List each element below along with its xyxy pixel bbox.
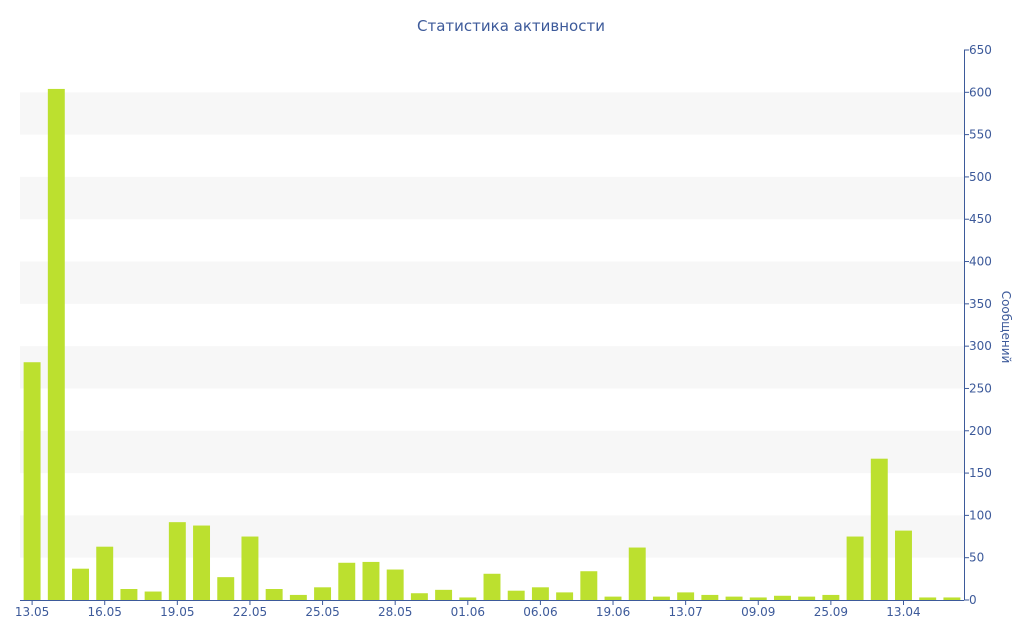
bar[interactable]: [749, 597, 767, 600]
bar[interactable]: [72, 568, 89, 600]
bar[interactable]: [483, 573, 501, 600]
y-tick-label: 150: [969, 466, 992, 480]
bar[interactable]: [773, 595, 791, 600]
grid-band: [20, 92, 964, 135]
x-tick-label: 25.09: [814, 605, 848, 619]
y-tick-label: 300: [969, 339, 992, 353]
y-tick-label: 100: [969, 508, 992, 522]
y-tick-label: 0: [969, 593, 977, 607]
bar[interactable]: [47, 88, 65, 600]
x-tick-label: 22.05: [233, 605, 267, 619]
bar[interactable]: [870, 458, 888, 600]
grid-band: [20, 515, 964, 558]
bar[interactable]: [168, 522, 186, 600]
x-tick-label: 25.05: [305, 605, 339, 619]
y-tick-label: 450: [969, 212, 992, 226]
x-tick-label: 19.05: [160, 605, 194, 619]
bar[interactable]: [23, 362, 41, 600]
x-axis-ticks: 13.05 16.05 19.05 22.05 25.05 28.05 01.06 06.06…: [15, 600, 921, 619]
x-tick-label: 01.06: [451, 605, 485, 619]
bar[interactable]: [362, 561, 380, 600]
bar[interactable]: [265, 589, 283, 600]
y-tick-label: 350: [969, 297, 992, 311]
x-tick-label: 28.05: [378, 605, 412, 619]
x-tick-label: 13.07: [668, 605, 702, 619]
bar[interactable]: [725, 596, 743, 600]
bar[interactable]: [459, 597, 477, 600]
x-tick-label: 13.04: [886, 605, 920, 619]
bar[interactable]: [677, 592, 695, 600]
bar[interactable]: [507, 590, 525, 600]
x-tick-label: 16.05: [88, 605, 122, 619]
bar[interactable]: [338, 562, 356, 600]
grid-band: [20, 261, 964, 304]
y-tick-label: 600: [969, 85, 992, 99]
bar[interactable]: [580, 571, 598, 600]
y-tick-label: 200: [969, 424, 992, 438]
y-tick-label: 50: [969, 551, 984, 565]
bar[interactable]: [314, 587, 332, 600]
bar[interactable]: [556, 592, 574, 600]
bar[interactable]: [217, 577, 235, 600]
bar[interactable]: [193, 525, 211, 600]
x-tick-label: 13.05: [15, 605, 49, 619]
y-tick-label: 550: [969, 128, 992, 142]
y-tick-label: 500: [969, 170, 992, 184]
bars: [23, 88, 961, 600]
grid-band: [20, 176, 964, 220]
bar[interactable]: [846, 536, 864, 600]
bar[interactable]: [701, 594, 719, 600]
bar[interactable]: [628, 547, 646, 600]
bar[interactable]: [289, 594, 307, 600]
y-axis-ticks: 0 50 100 150 200 250 300 350 400 450 500 550 600 650: [964, 43, 992, 607]
y-axis-label: Сообщений: [999, 291, 1013, 364]
bar[interactable]: [798, 596, 816, 600]
grid-band: [20, 430, 964, 474]
y-tick-label: 400: [969, 255, 992, 269]
bar[interactable]: [895, 530, 912, 600]
chart-title: Статистика активности: [417, 17, 605, 35]
grid-band: [20, 346, 964, 389]
bar[interactable]: [919, 597, 937, 600]
bar[interactable]: [410, 593, 428, 600]
bar[interactable]: [120, 589, 138, 600]
bar[interactable]: [604, 596, 622, 600]
x-tick-label: 19.06: [596, 605, 630, 619]
bar[interactable]: [652, 596, 670, 600]
x-tick-label: 09.09: [741, 605, 775, 619]
x-tick-label: 06.06: [523, 605, 557, 619]
bar[interactable]: [822, 594, 840, 600]
bar[interactable]: [241, 536, 259, 600]
y-tick-label: 250: [969, 381, 992, 395]
bar[interactable]: [144, 591, 162, 600]
bar[interactable]: [531, 587, 549, 600]
bar[interactable]: [386, 569, 404, 600]
bar[interactable]: [943, 597, 961, 600]
y-tick-label: 650: [969, 43, 992, 57]
bar[interactable]: [435, 589, 453, 600]
grid-bands: [20, 92, 964, 558]
bar[interactable]: [96, 546, 114, 600]
